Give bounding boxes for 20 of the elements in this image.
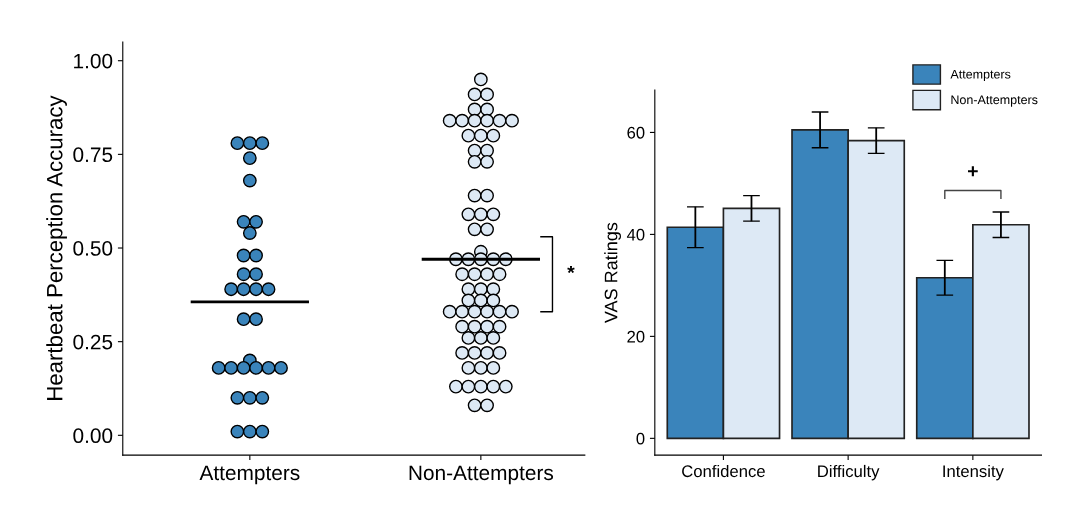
y-tick-label: 0 — [636, 432, 645, 445]
annotation: + — [968, 166, 978, 177]
legend-label: Non-Attempters — [951, 95, 1038, 107]
y-axis-title: VAS Ratings — [604, 222, 621, 324]
legend-label: Attempters — [950, 69, 1011, 82]
x-tick-label: Intensity — [943, 464, 1004, 481]
annotation: * — [567, 265, 575, 274]
x-tick-label: Difficulty — [818, 464, 880, 481]
y-tick-label: 0.75 — [73, 147, 113, 163]
y-tick-label: 40 — [626, 228, 645, 241]
y-tick-label: 0.25 — [73, 334, 113, 350]
x-tick-label: Attempters — [199, 465, 300, 485]
y-tick-label: 1.00 — [74, 53, 113, 69]
y-tick-label: 20 — [627, 330, 645, 343]
y-tick-label: 0.00 — [73, 428, 113, 444]
x-tick-label: Confidence — [682, 464, 765, 478]
y-tick-label: 60 — [627, 126, 645, 139]
y-tick-label: 0.50 — [73, 241, 113, 256]
x-tick-label: Non-Attempters — [409, 465, 554, 485]
y-axis-title: Heartbeat Perception Accuracy — [46, 95, 67, 400]
